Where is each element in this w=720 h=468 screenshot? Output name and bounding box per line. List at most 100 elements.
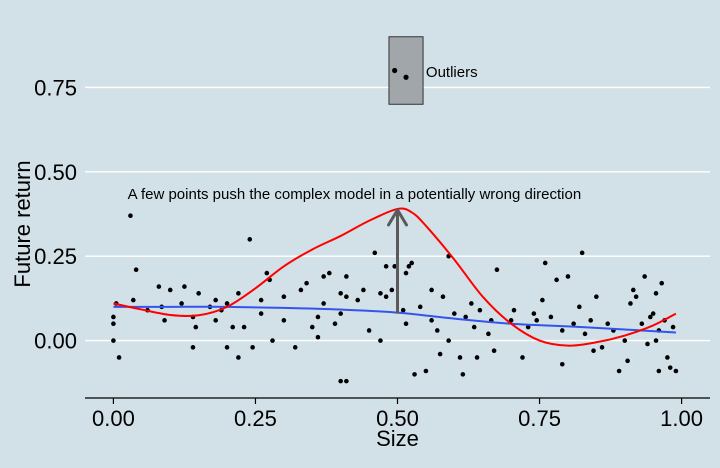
data-point [571, 321, 576, 327]
data-point [653, 338, 659, 343]
data-point [642, 274, 647, 279]
data-point [494, 267, 500, 273]
data-point [633, 294, 639, 300]
data-point [344, 274, 349, 279]
data-point [361, 287, 366, 293]
data-point [156, 284, 162, 289]
data-point [213, 318, 218, 323]
data-point [429, 318, 434, 323]
data-point [628, 301, 633, 306]
data-point [344, 294, 349, 300]
x-axis-title: Size [376, 426, 419, 451]
data-point [579, 250, 585, 256]
data-point [582, 331, 588, 337]
axes: 0.00 0.25 0.50 0.75 0.00 0.25 0.50 0.75 1.00 [34, 75, 710, 431]
data-point [355, 297, 361, 303]
data-point [559, 361, 565, 367]
data-point [338, 378, 343, 384]
data-point [534, 318, 540, 323]
data-point [471, 324, 477, 330]
data-point [111, 338, 116, 343]
data-point [409, 260, 415, 266]
data-points [111, 67, 679, 384]
data-point [511, 307, 517, 313]
data-point [653, 291, 659, 296]
data-point [130, 297, 136, 303]
data-point [667, 365, 673, 370]
data-point [423, 368, 429, 374]
data-point [599, 345, 605, 350]
data-point [457, 355, 463, 360]
data-point [648, 314, 653, 320]
data-point [665, 355, 670, 360]
data-point [230, 324, 236, 330]
data-point [250, 345, 255, 350]
x-tick-label: 0.25 [234, 406, 277, 431]
data-point [508, 318, 514, 323]
data-point [469, 301, 474, 306]
data-point [605, 321, 611, 327]
data-point [247, 237, 253, 242]
data-point [486, 331, 491, 337]
data-point [434, 328, 440, 333]
data-point [540, 297, 545, 303]
data-point [236, 355, 241, 360]
data-point [133, 267, 139, 273]
complex-model-note: A few points push the complex model in a… [128, 186, 582, 203]
data-point [520, 355, 525, 360]
data-point [452, 311, 457, 316]
data-point [270, 338, 275, 343]
data-point [383, 294, 389, 300]
data-point [190, 345, 196, 350]
outliers-label: Outliers [426, 64, 478, 81]
x-tick-label: 0.50 [376, 406, 419, 431]
data-point [321, 274, 326, 279]
data-point [378, 291, 383, 296]
data-point [366, 328, 372, 333]
data-point [594, 294, 599, 300]
data-point [659, 280, 665, 286]
data-point [378, 338, 383, 343]
data-point [224, 301, 230, 306]
data-point [167, 287, 173, 293]
y-tick-label: 0.75 [34, 75, 77, 100]
data-point [258, 297, 264, 303]
data-point [304, 280, 309, 286]
data-point [281, 294, 287, 300]
y-tick-label: 0.50 [34, 160, 77, 185]
data-point [656, 368, 662, 374]
data-point [241, 324, 247, 330]
data-point [417, 304, 423, 310]
data-point [292, 345, 298, 350]
data-point [645, 341, 650, 347]
arrow-head [387, 208, 408, 227]
data-point [332, 321, 338, 327]
data-point [591, 348, 596, 354]
data-point [542, 260, 548, 266]
data-point [406, 264, 412, 269]
data-point [116, 355, 122, 360]
data-point [372, 250, 378, 256]
data-point [440, 294, 446, 300]
x-tick-label: 1.00 [660, 406, 703, 431]
data-point [327, 270, 332, 276]
data-point [559, 328, 565, 333]
data-point [554, 277, 559, 283]
y-tick-label: 0.00 [34, 329, 77, 354]
y-axis-title: Future return [10, 160, 35, 287]
annotations: Outliers A few points push the complex mo… [128, 64, 582, 314]
data-point [429, 287, 434, 293]
data-point [298, 287, 304, 293]
outlier-point [392, 67, 398, 74]
data-point [477, 307, 483, 313]
data-point [650, 311, 656, 316]
data-point [193, 324, 199, 330]
complex-model-line [113, 207, 677, 347]
data-point [309, 324, 315, 330]
model-curves [113, 207, 677, 347]
data-point [670, 324, 676, 330]
data-point [162, 318, 167, 323]
data-point [128, 213, 133, 218]
